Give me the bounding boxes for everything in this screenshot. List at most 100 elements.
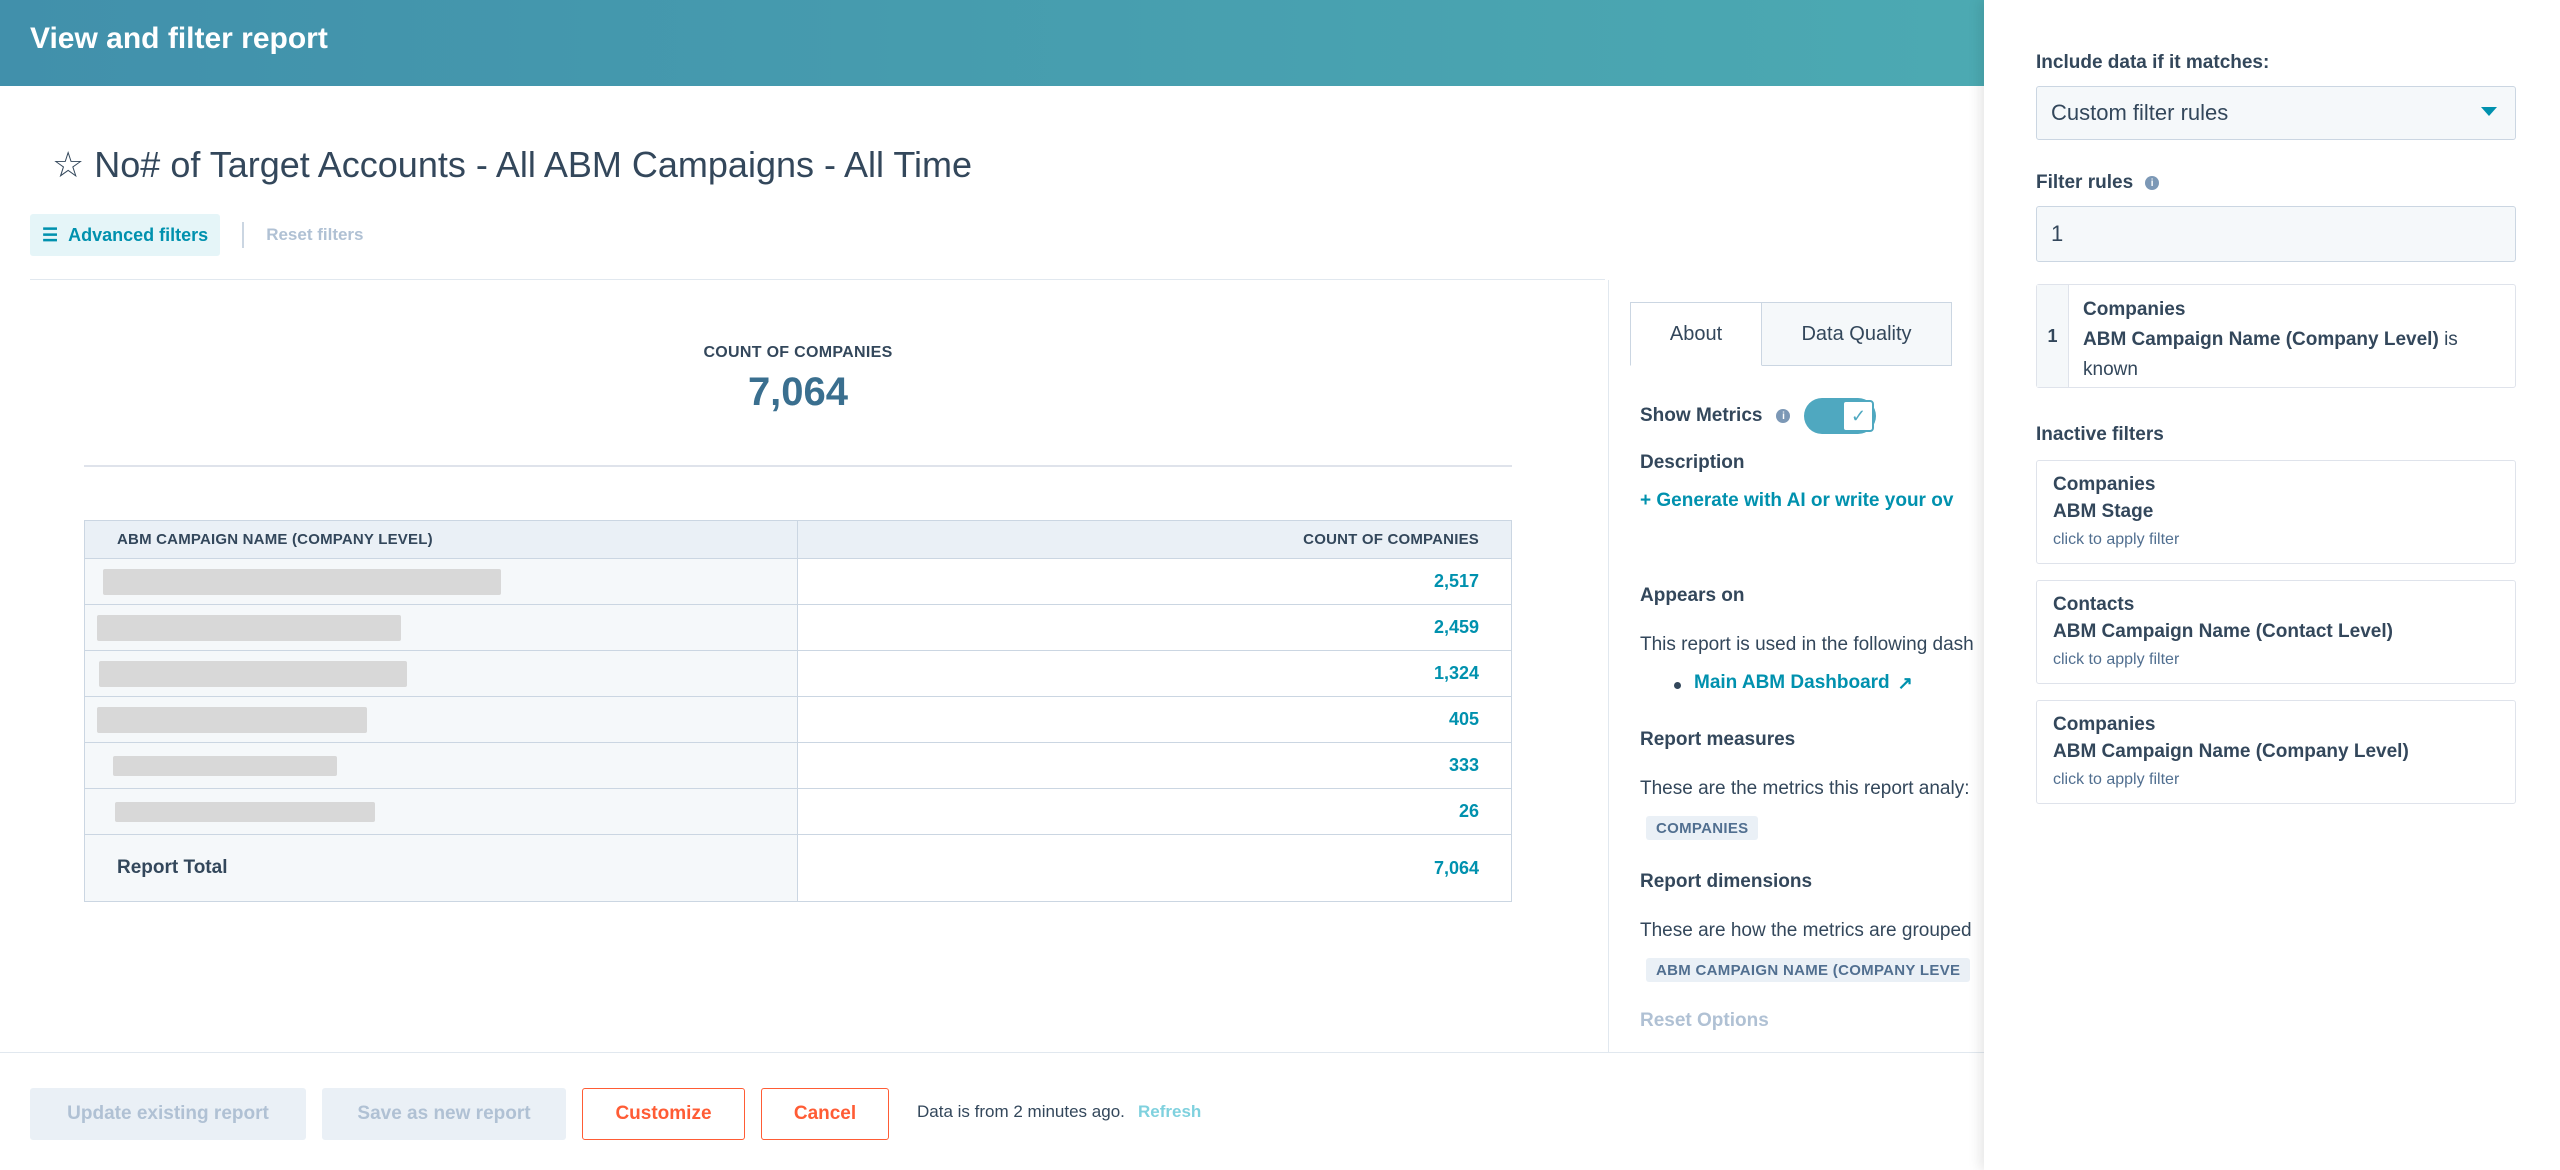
bullet-icon [1674,682,1681,689]
measure-tag: COMPANIES [1646,816,1759,840]
include-data-select[interactable]: Custom filter rules [2036,86,2516,140]
reset-options-link[interactable]: Reset Options [1640,1010,1769,1031]
rule-body: Companies ABM Campaign Name (Company Lev… [2069,285,2472,387]
appears-on-label: Appears on [1640,585,1745,606]
header-title: View and filter report [30,22,328,55]
checkmark-icon: ✓ [1842,400,1875,432]
count-cell[interactable]: 405 [1448,709,1479,729]
inactive-filter-card[interactable]: Companies ABM Campaign Name (Company Lev… [2036,700,2516,804]
redacted-text [97,614,401,641]
redacted-text [115,801,375,822]
rule-property: ABM Campaign Name (Company Level) [2083,329,2439,350]
active-filter-card[interactable]: 1 Companies ABM Campaign Name (Company L… [2036,284,2516,388]
table-total-row: Report Total 7,064 [85,835,1511,901]
dashboard-link[interactable]: Main ABM Dashboard ↗ [1694,672,1913,694]
report-title-row: ☆ No# of Target Accounts - All ABM Campa… [52,144,972,186]
chevron-down-icon [2481,107,2497,116]
filter-object: Companies [2053,714,2156,735]
count-cell[interactable]: 2,459 [1433,617,1479,637]
info-icon[interactable]: i [1776,409,1791,423]
cancel-button[interactable]: Cancel [761,1088,889,1140]
save-as-new-report-button[interactable]: Save as new report [322,1088,566,1140]
divider [30,279,1605,280]
inactive-filters-label: Inactive filters [2036,424,2164,445]
appears-on-text: This report is used in the following das… [1640,634,1974,655]
table-row: 26 [85,789,1511,835]
filter-panel: Include data if it matches: Custom filte… [1984,0,2560,1170]
rule-object: Companies [2083,299,2186,320]
measures-label: Report measures [1640,729,1796,750]
dimensions-text: These are how the metrics are grouped [1640,920,1972,941]
dimensions-label: Report dimensions [1640,871,1813,892]
filter-object: Contacts [2053,594,2135,615]
count-cell[interactable]: 333 [1448,755,1479,775]
rule-operator-value: known [2083,359,2138,380]
redacted-text [99,660,407,687]
generate-description-text: Generate with AI or write your ov [1656,490,1954,511]
data-freshness-note: Data is from 2 minutes ago. [917,1102,1125,1121]
refresh-link[interactable]: Refresh [1138,1102,1202,1121]
table-row: 333 [85,743,1511,789]
summary-metric: COUNT OF COMPANIES 7,064 [84,344,1512,415]
filter-property: ABM Campaign Name (Contact Level) [2053,621,2393,642]
filter-hint: click to apply filter [2053,651,2180,668]
table-header-row: ABM CAMPAIGN NAME (COMPANY LEVEL) COUNT … [85,521,1511,559]
count-cell[interactable]: 2,517 [1433,571,1479,591]
table-row: 405 [85,697,1511,743]
show-metrics-toggle[interactable]: ✓ [1804,398,1877,434]
total-label: Report Total [85,835,798,901]
report-details-column [1608,280,1986,1052]
dashboard-link-label: Main ABM Dashboard [1694,672,1890,693]
redacted-text [103,568,501,595]
filter-hint: click to apply filter [2053,531,2180,548]
show-metrics-label: Show Metrics [1640,405,1763,426]
report-title: No# of Target Accounts - All ABM Campaig… [94,144,973,185]
column-header[interactable]: ABM CAMPAIGN NAME (COMPANY LEVEL) [85,521,798,558]
report-table: ABM CAMPAIGN NAME (COMPANY LEVEL) COUNT … [84,520,1512,902]
total-value[interactable]: 7,064 [1433,857,1479,878]
info-icon[interactable]: i [2145,176,2160,190]
include-data-label: Include data if it matches: [2036,52,2270,73]
rule-number: 1 [2037,285,2069,387]
filter-rules-header: Filter rules i [2036,172,2160,194]
star-icon[interactable]: ☆ [52,144,85,185]
update-existing-report-button[interactable]: Update existing report [30,1088,306,1140]
filter-rules-input[interactable]: 1 [2036,206,2516,262]
footer-bar: Update existing report Save as new repor… [0,1052,1984,1170]
summary-label: COUNT OF COMPANIES [703,344,893,361]
description-label: Description [1640,452,1745,473]
divider [84,465,1512,467]
redacted-text [113,755,337,776]
dimension-tag: ABM CAMPAIGN NAME (COMPANY LEVE [1646,958,1971,982]
table-row: 2,459 [85,605,1511,651]
divider [0,1052,1984,1053]
column-header[interactable]: COUNT OF COMPANIES [798,521,1511,558]
customize-button[interactable]: Customize [582,1088,745,1140]
measures-text: These are the metrics this report analy: [1640,778,1970,799]
tab-data-quality[interactable]: Data Quality [1762,302,1952,366]
include-data-value: Custom filter rules [2051,100,2229,125]
rule-operator: is [2444,329,2458,350]
inactive-filter-card[interactable]: Contacts ABM Campaign Name (Contact Leve… [2036,580,2516,684]
filter-rules-label: Filter rules [2036,172,2134,193]
redacted-text [97,706,367,733]
filter-hint: click to apply filter [2053,771,2180,788]
plus-icon: + [1640,490,1657,511]
count-cell[interactable]: 26 [1458,801,1479,821]
filter-property: ABM Stage [2053,501,2154,522]
tab-about[interactable]: About [1630,302,1762,366]
table-row: 2,517 [85,559,1511,605]
advanced-filters-label: Advanced filters [68,224,209,245]
table-row: 1,324 [85,651,1511,697]
filter-property: ABM Campaign Name (Company Level) [2053,741,2409,762]
external-link-icon: ↗ [1897,672,1913,693]
reset-filters-link[interactable]: Reset filters [266,225,364,244]
advanced-filters-button[interactable]: ☰ Advanced filters [30,214,221,256]
sliders-icon: ☰ [42,224,59,245]
details-tabs: About Data Quality [1630,302,1952,366]
generate-description-link[interactable]: + Generate with AI or write your ov [1640,490,1985,512]
inactive-filter-card[interactable]: Companies ABM Stage click to apply filte… [2036,460,2516,564]
count-cell[interactable]: 1,324 [1433,663,1479,683]
summary-value: 7,064 [747,370,849,414]
show-metrics-row: Show Metrics i ✓ [1640,398,1877,434]
